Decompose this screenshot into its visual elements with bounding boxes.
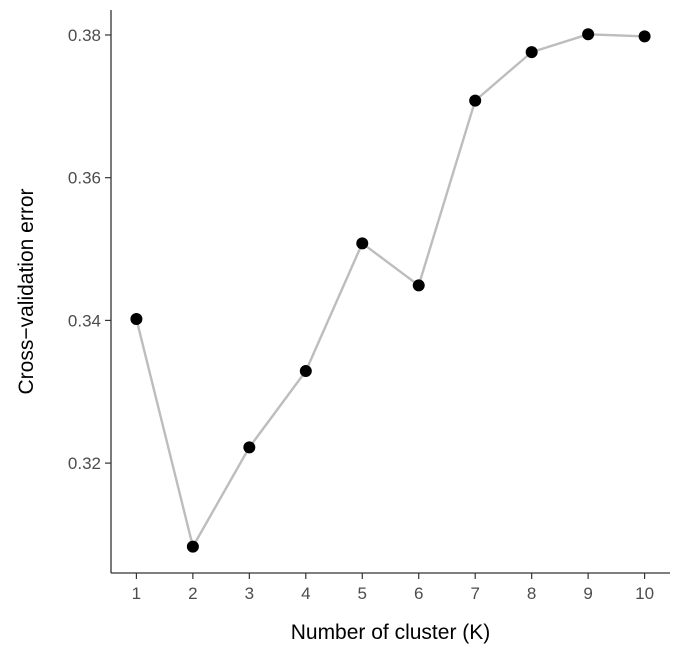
data-point (299, 365, 312, 378)
y-axis-title: Cross−validation error (15, 188, 38, 394)
x-tick-label: 9 (583, 584, 592, 603)
data-point (638, 30, 651, 43)
y-tick-label: 0.34 (68, 311, 101, 330)
data-point (469, 94, 482, 107)
data-points-layer (130, 28, 651, 553)
x-tick-label: 6 (414, 584, 423, 603)
data-point (243, 441, 256, 454)
data-point (525, 46, 538, 59)
tick-labels-layer: 0.32 0.34 0.36 0.38 1 2 3 4 5 6 7 8 9 10 (68, 26, 654, 603)
x-axis-title: Number of cluster (K) (291, 621, 491, 644)
data-point (582, 28, 595, 41)
series-line-layer (135, 33, 645, 548)
x-tick-label: 7 (470, 584, 479, 603)
y-tick-label: 0.38 (68, 26, 101, 45)
x-tick-label: 1 (132, 584, 141, 603)
x-tick-label: 8 (527, 584, 536, 603)
data-point (412, 279, 425, 292)
x-tick-label: 3 (245, 584, 254, 603)
axes (105, 10, 670, 579)
x-tick-label: 2 (188, 584, 197, 603)
x-tick-label: 4 (301, 584, 310, 603)
y-tick-label: 0.36 (68, 169, 101, 188)
data-point (356, 237, 369, 250)
data-point (186, 540, 199, 553)
y-tick-label: 0.32 (68, 454, 101, 473)
x-tick-label: 10 (635, 584, 654, 603)
x-tick-label: 5 (358, 584, 367, 603)
data-point (130, 312, 143, 325)
series-line (135, 33, 645, 548)
